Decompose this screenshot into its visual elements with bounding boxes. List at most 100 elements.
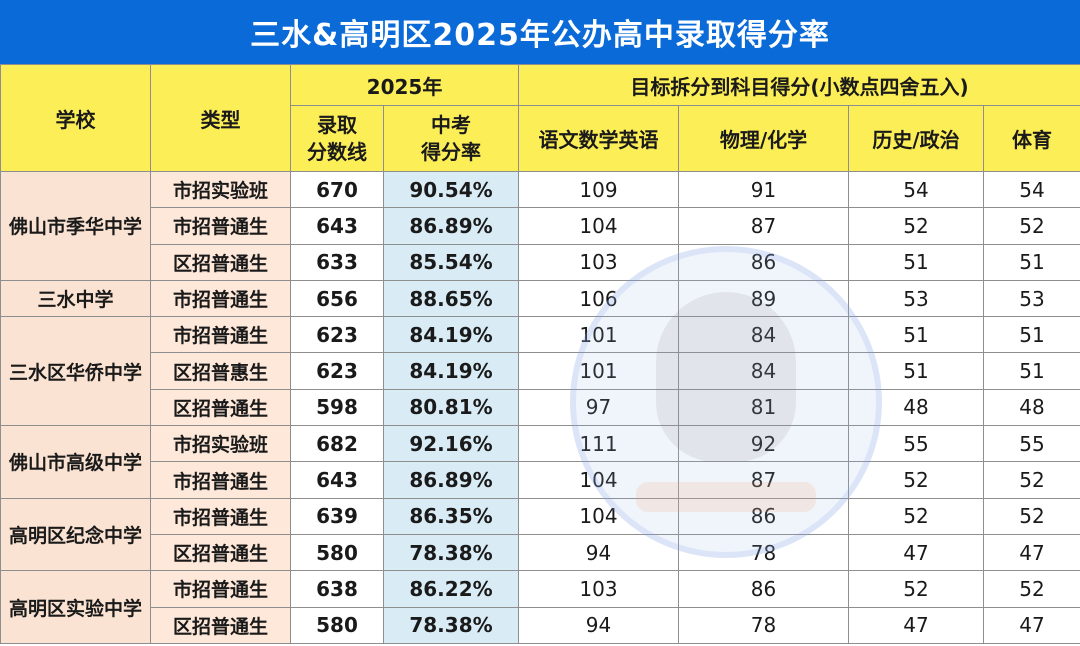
header-target: 目标拆分到科目得分(小数点四舍五入) bbox=[518, 64, 1080, 106]
physics-chemistry-cell: 92 bbox=[678, 425, 850, 463]
header-subject-history-politics: 历史/政治 bbox=[848, 105, 985, 172]
history-politics-cell: 51 bbox=[848, 243, 985, 281]
history-politics-cell: 52 bbox=[848, 207, 985, 245]
table-row: 佛山市高级中学 市招实验班 682 92.16% 111 92 55 55 bbox=[0, 425, 1080, 499]
score-line-cell: 643 bbox=[290, 461, 384, 499]
pe-cell: 55 bbox=[983, 425, 1080, 463]
table-row: 三水区华侨中学 市招普通生 623 84.19% 101 84 51 51 bbox=[0, 316, 1080, 427]
pe-cell: 51 bbox=[983, 243, 1080, 281]
chinese-math-english-cell: 104 bbox=[518, 207, 680, 245]
score-line-cell: 623 bbox=[290, 352, 384, 390]
school-name-cell: 佛山市高级中学 bbox=[0, 425, 151, 499]
table-row: 市招普通生 643 86.89% 104 87 52 52 bbox=[1, 207, 1080, 245]
physics-chemistry-cell: 78 bbox=[678, 533, 850, 572]
score-rate-cell: 78.38% bbox=[382, 533, 520, 572]
chinese-math-english-cell: 104 bbox=[518, 461, 680, 499]
admission-type-cell: 市招普通生 bbox=[150, 316, 291, 354]
score-line-cell: 656 bbox=[290, 279, 384, 318]
score-rate-cell: 86.89% bbox=[382, 461, 520, 499]
header-subject-chinese-math-english: 语文数学英语 bbox=[518, 105, 680, 172]
score-rate-cell: 84.19% bbox=[382, 352, 520, 390]
physics-chemistry-cell: 81 bbox=[678, 388, 850, 427]
pe-cell: 51 bbox=[983, 352, 1080, 390]
score-rate-cell: 84.19% bbox=[382, 316, 520, 354]
score-rate-cell: 86.22% bbox=[382, 570, 520, 608]
table-row: 市招普通生 643 86.89% 104 87 52 52 bbox=[1, 461, 1080, 499]
pe-cell: 47 bbox=[983, 606, 1080, 644]
score-line-cell: 633 bbox=[290, 243, 384, 281]
admission-type-cell: 市招普通生 bbox=[150, 461, 291, 499]
chinese-math-english-cell: 97 bbox=[518, 388, 680, 427]
table-row: 佛山市季华中学 市招实验班 670 90.54% 109 91 54 54 bbox=[0, 170, 1080, 281]
score-rate-cell: 88.65% bbox=[382, 279, 520, 318]
score-rate-cell: 85.54% bbox=[382, 243, 520, 281]
physics-chemistry-cell: 86 bbox=[678, 570, 850, 608]
chinese-math-english-cell: 103 bbox=[518, 243, 680, 281]
table-row: 区招普通生 598 80.81% 97 81 48 48 bbox=[1, 388, 1080, 427]
chinese-math-english-cell: 104 bbox=[518, 497, 680, 535]
table-row: 区招普通生 580 78.38% 94 78 47 47 bbox=[1, 606, 1080, 644]
header-subject-pe: 体育 bbox=[983, 105, 1080, 172]
pe-cell: 54 bbox=[983, 170, 1080, 209]
header-rate: 中考 得分率 bbox=[382, 105, 520, 172]
page-title: 三水&高明区2025年公办高中录取得分率 bbox=[0, 0, 1080, 64]
admission-type-cell: 市招实验班 bbox=[150, 170, 291, 209]
score-line-cell: 623 bbox=[290, 316, 384, 354]
history-politics-cell: 51 bbox=[848, 316, 985, 354]
admission-type-cell: 区招普通生 bbox=[150, 388, 291, 427]
admission-type-cell: 区招普通生 bbox=[150, 243, 291, 281]
table-row: 区招普惠生 623 84.19% 101 84 51 51 bbox=[1, 352, 1080, 390]
score-line-cell: 643 bbox=[290, 207, 384, 245]
school-name-cell: 三水区华侨中学 bbox=[0, 316, 151, 427]
history-politics-cell: 52 bbox=[848, 497, 985, 535]
admission-type-cell: 市招普通生 bbox=[150, 279, 291, 318]
chinese-math-english-cell: 111 bbox=[518, 425, 680, 463]
pe-cell: 51 bbox=[983, 316, 1080, 354]
score-rate-cell: 92.16% bbox=[382, 425, 520, 463]
pe-cell: 47 bbox=[983, 533, 1080, 572]
admission-type-cell: 市招普通生 bbox=[150, 497, 291, 535]
score-line-cell: 598 bbox=[290, 388, 384, 427]
school-name-cell: 三水中学 bbox=[0, 279, 151, 318]
header-subject-physics-chemistry: 物理/化学 bbox=[678, 105, 850, 172]
table-row: 三水中学 市招普通生 656 88.65% 106 89 53 53 bbox=[0, 279, 1080, 318]
pe-cell: 52 bbox=[983, 497, 1080, 535]
physics-chemistry-cell: 84 bbox=[678, 316, 850, 354]
pe-cell: 52 bbox=[983, 461, 1080, 499]
pe-cell: 48 bbox=[983, 388, 1080, 427]
history-politics-cell: 47 bbox=[848, 606, 985, 644]
score-rate-cell: 86.89% bbox=[382, 207, 520, 245]
history-politics-cell: 48 bbox=[848, 388, 985, 427]
physics-chemistry-cell: 91 bbox=[678, 170, 850, 209]
pe-cell: 52 bbox=[983, 207, 1080, 245]
header-year: 2025年 bbox=[289, 64, 520, 106]
school-name-cell: 高明区纪念中学 bbox=[0, 497, 151, 572]
physics-chemistry-cell: 86 bbox=[678, 243, 850, 281]
history-politics-cell: 52 bbox=[848, 570, 985, 608]
history-politics-cell: 53 bbox=[848, 279, 985, 318]
admission-type-cell: 区招普惠生 bbox=[150, 352, 291, 390]
history-politics-cell: 55 bbox=[848, 425, 985, 463]
admission-type-cell: 区招普通生 bbox=[150, 606, 291, 644]
history-politics-cell: 51 bbox=[848, 352, 985, 390]
chinese-math-english-cell: 103 bbox=[518, 570, 680, 608]
physics-chemistry-cell: 86 bbox=[678, 497, 850, 535]
pe-cell: 53 bbox=[983, 279, 1080, 318]
table-body: 佛山市季华中学 市招实验班 670 90.54% 109 91 54 54 市招普通生 643 86… bbox=[0, 170, 1080, 644]
physics-chemistry-cell: 78 bbox=[678, 606, 850, 644]
score-rate-cell: 86.35% bbox=[382, 497, 520, 535]
chinese-math-english-cell: 94 bbox=[518, 606, 680, 644]
score-line-cell: 580 bbox=[290, 533, 384, 572]
pe-cell: 52 bbox=[983, 570, 1080, 608]
history-politics-cell: 52 bbox=[848, 461, 985, 499]
table-row: 区招普通生 633 85.54% 103 86 51 51 bbox=[1, 243, 1080, 281]
header-type: 类型 bbox=[150, 64, 291, 172]
score-line-cell: 580 bbox=[290, 606, 384, 644]
admission-type-cell: 市招普通生 bbox=[150, 570, 291, 608]
admission-table: 学校 类型 2025年 目标拆分到科目得分(小数点四舍五入) 录取 分数线 中考得… bbox=[0, 64, 1080, 644]
chinese-math-english-cell: 101 bbox=[518, 352, 680, 390]
table-row: 区招普通生 580 78.38% 94 78 47 47 bbox=[1, 533, 1080, 572]
score-line-cell: 670 bbox=[290, 170, 384, 209]
score-line-cell: 639 bbox=[290, 497, 384, 535]
score-rate-cell: 80.81% bbox=[382, 388, 520, 427]
